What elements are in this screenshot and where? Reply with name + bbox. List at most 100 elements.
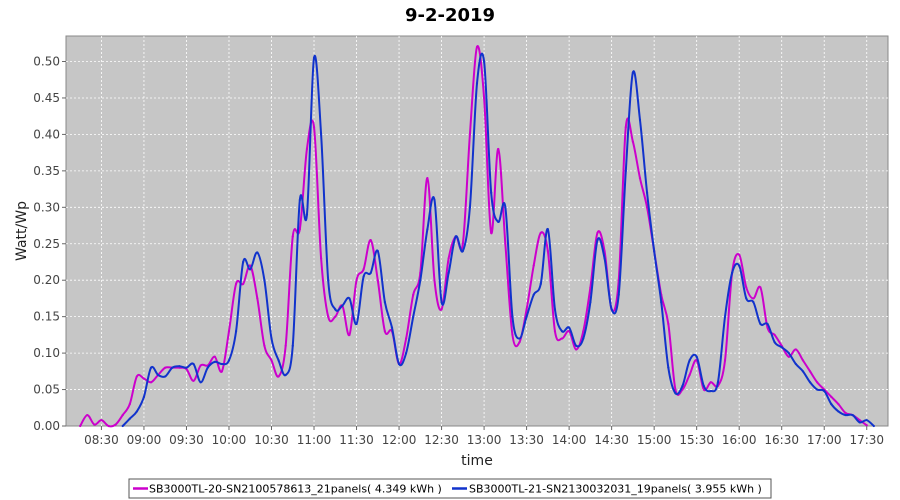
data-point bbox=[624, 169, 627, 172]
data-point bbox=[149, 381, 153, 384]
data-point bbox=[681, 384, 684, 388]
y-tick-label: 0.40 bbox=[33, 127, 60, 141]
data-point bbox=[312, 56, 316, 59]
data-point bbox=[327, 279, 330, 282]
data-point bbox=[199, 381, 202, 384]
data-point bbox=[433, 198, 436, 202]
x-tick-label: 10:30 bbox=[254, 433, 289, 447]
data-point bbox=[504, 242, 507, 245]
data-point bbox=[518, 337, 521, 340]
data-point bbox=[851, 413, 854, 417]
data-point bbox=[603, 257, 606, 260]
data-point bbox=[617, 293, 620, 296]
data-point bbox=[327, 315, 330, 318]
x-tick-label: 15:30 bbox=[679, 433, 714, 447]
data-point bbox=[674, 388, 677, 391]
data-point bbox=[830, 395, 833, 398]
data-point bbox=[305, 213, 309, 216]
data-point bbox=[723, 315, 727, 318]
data-point bbox=[695, 355, 698, 358]
data-point bbox=[263, 279, 266, 282]
data-point bbox=[816, 388, 819, 391]
plot-area bbox=[65, 35, 889, 427]
y-tick-label: 0.30 bbox=[33, 200, 60, 214]
data-point bbox=[759, 322, 762, 326]
data-point bbox=[759, 286, 762, 289]
data-point bbox=[348, 297, 351, 300]
data-point bbox=[461, 249, 464, 253]
data-point bbox=[192, 379, 195, 382]
data-point bbox=[858, 421, 861, 424]
data-point bbox=[128, 403, 131, 406]
data-point bbox=[653, 249, 656, 253]
data-point bbox=[674, 392, 677, 395]
data-point bbox=[787, 352, 790, 355]
data-point bbox=[546, 249, 549, 253]
legend: SB3000TL-20-SN2100578613_21panels( 4.349… bbox=[128, 478, 772, 499]
x-tick-label: 17:30 bbox=[849, 433, 884, 447]
data-point bbox=[355, 279, 358, 282]
data-point bbox=[830, 403, 833, 406]
data-point bbox=[525, 315, 528, 318]
x-tick-label: 13:30 bbox=[509, 433, 544, 447]
data-point bbox=[362, 268, 365, 271]
data-point bbox=[582, 330, 585, 333]
data-point bbox=[263, 344, 266, 347]
data-point bbox=[227, 359, 231, 362]
data-point bbox=[305, 147, 309, 151]
grid-lines bbox=[66, 36, 888, 426]
data-point bbox=[369, 239, 372, 242]
data-point bbox=[490, 191, 493, 194]
series-line-2 bbox=[121, 52, 875, 427]
data-point bbox=[504, 206, 507, 209]
x-tick-label: 11:00 bbox=[297, 433, 332, 447]
data-point bbox=[142, 377, 146, 380]
data-point bbox=[114, 423, 117, 426]
data-point bbox=[865, 424, 868, 427]
data-point bbox=[490, 231, 493, 234]
data-point bbox=[667, 322, 670, 326]
y-tick-label: 0.25 bbox=[33, 237, 60, 251]
chart-title: 9-2-2019 bbox=[405, 5, 495, 26]
data-point bbox=[688, 373, 691, 377]
data-point bbox=[178, 365, 181, 368]
data-point bbox=[553, 330, 557, 333]
data-point bbox=[582, 337, 585, 340]
data-point bbox=[745, 286, 748, 289]
x-tick-label: 17:00 bbox=[807, 433, 842, 447]
data-point bbox=[575, 344, 578, 347]
data-point bbox=[86, 413, 89, 417]
data-point bbox=[135, 410, 138, 413]
data-point bbox=[164, 375, 167, 378]
data-point bbox=[242, 282, 245, 285]
data-point bbox=[419, 279, 422, 282]
data-point bbox=[277, 359, 280, 362]
data-point bbox=[525, 308, 528, 311]
data-point bbox=[461, 242, 464, 245]
data-point bbox=[192, 362, 195, 366]
data-point bbox=[270, 337, 273, 340]
data-point bbox=[426, 228, 429, 231]
data-point bbox=[100, 419, 103, 422]
data-point bbox=[560, 337, 564, 340]
data-point bbox=[468, 206, 472, 209]
data-point bbox=[121, 424, 124, 428]
data-point bbox=[575, 348, 578, 351]
data-point bbox=[780, 346, 783, 349]
data-point bbox=[787, 355, 790, 358]
data-point bbox=[872, 424, 875, 428]
y-tick-label: 0.15 bbox=[33, 310, 60, 324]
y-axis-label: Watt/Wp bbox=[14, 201, 30, 261]
data-point bbox=[121, 413, 124, 417]
data-point bbox=[468, 133, 472, 136]
data-point bbox=[865, 419, 868, 422]
data-point bbox=[206, 366, 209, 369]
data-point bbox=[433, 279, 436, 282]
data-point bbox=[511, 333, 514, 336]
data-point bbox=[426, 177, 429, 180]
data-point bbox=[738, 253, 741, 256]
data-point bbox=[766, 322, 769, 326]
data-point bbox=[312, 126, 316, 129]
data-point bbox=[291, 235, 294, 238]
data-point bbox=[213, 355, 216, 358]
